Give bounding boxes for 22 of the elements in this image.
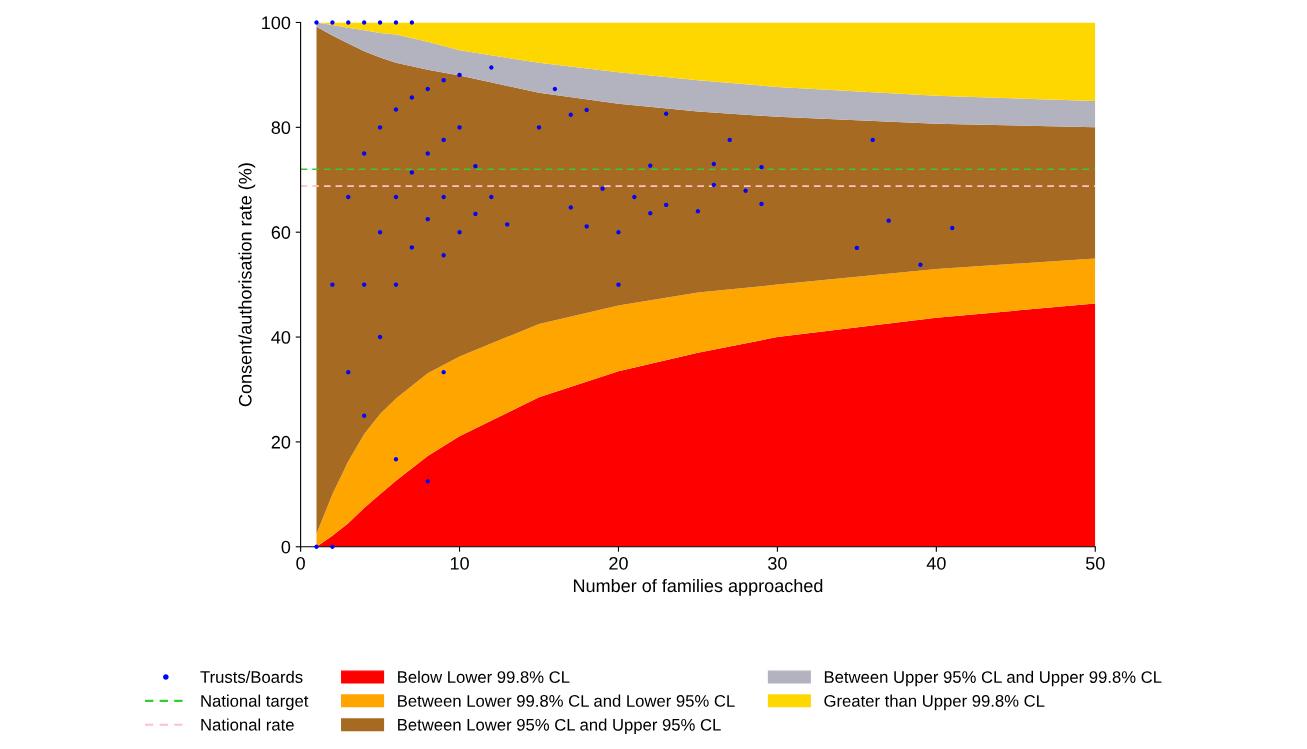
- legend-label: Greater than Upper 99.8% CL: [824, 694, 1045, 711]
- y-tick-label: 100: [262, 16, 291, 30]
- y-axis-title: Consent/authorisation rate (%): [238, 163, 256, 407]
- y-tick-label: 40: [271, 330, 291, 344]
- y-tick-label: 60: [271, 226, 291, 239]
- x-tick-label: 30: [768, 556, 787, 570]
- y-tick-label: 80: [271, 121, 291, 135]
- y-tick-label: 20: [271, 435, 291, 449]
- legend-label: Below Lower 99.8% CL: [398, 670, 570, 683]
- legend-label: Between Upper 95% CL and Upper 99.8% CL: [824, 670, 1162, 687]
- legend-label: Between Lower 95% CL and Upper 95% CL: [398, 718, 721, 734]
- legend-label: National rate: [201, 718, 294, 731]
- y-tick-label: 0: [281, 540, 291, 554]
- x-tick-label: 0: [296, 556, 305, 570]
- legend-label: Between Lower 99.8% CL and Lower 95% CL: [398, 694, 735, 707]
- legend-label: Trusts/Boards: [200, 670, 303, 683]
- x-axis-title: Number of families approached: [573, 578, 823, 596]
- x-tick-label: 50: [1085, 556, 1105, 570]
- legend-label: National target: [201, 694, 309, 711]
- x-tick-label: 10: [450, 556, 469, 570]
- x-tick-label: 20: [609, 556, 628, 570]
- x-tick-label: 40: [926, 556, 946, 570]
